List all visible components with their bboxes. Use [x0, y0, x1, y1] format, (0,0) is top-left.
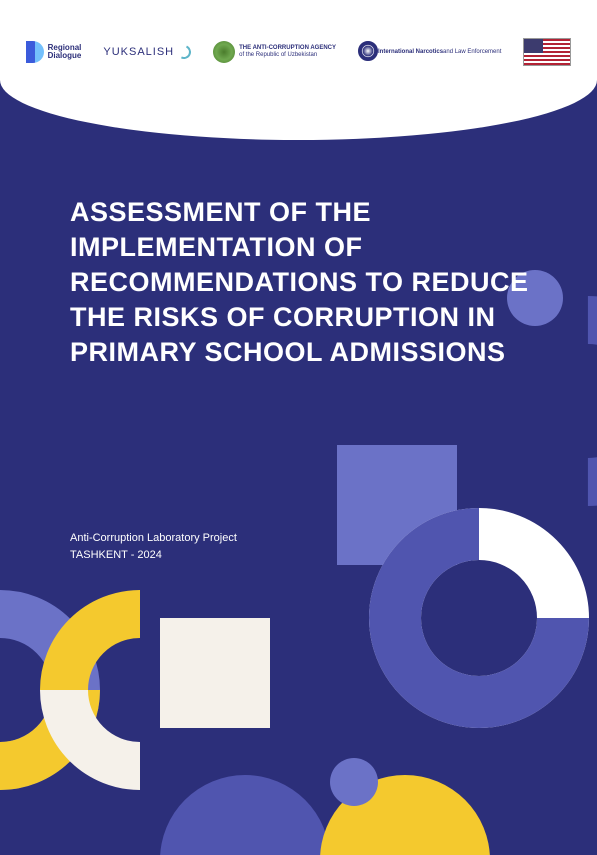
report-title: ASSESSMENT OF THE IMPLEMENTATION OF RECO… [70, 195, 540, 370]
rd-line2: Dialogue [48, 52, 82, 60]
report-cover: Regional Dialogue YUKSALISH THE ANTI-COR… [0, 0, 597, 855]
inl-seal-icon [358, 41, 378, 61]
logo-yuksalish: YUKSALISH [103, 45, 191, 59]
logo-inl: International Narcotics and Law Enforcem… [358, 41, 501, 63]
agency-line2: of the Republic of Uzbekistan [239, 52, 336, 59]
partner-logos-row: Regional Dialogue YUKSALISH THE ANTI-COR… [0, 38, 597, 66]
regional-dialogue-text: Regional Dialogue [48, 44, 82, 60]
agency-seal-icon [213, 41, 235, 63]
logo-anti-corruption-agency: THE ANTI-CORRUPTION AGENCY of the Republ… [213, 41, 336, 63]
us-flag-icon [523, 38, 571, 66]
yuksalish-swoosh-icon [175, 43, 193, 61]
agency-text: THE ANTI-CORRUPTION AGENCY of the Republ… [239, 45, 336, 58]
deco-circle-bottom [330, 758, 378, 806]
deco-semicircle-blue [160, 775, 330, 855]
yuksalish-text: YUKSALISH [103, 46, 174, 58]
subtitle-line2: TASHKENT - 2024 [70, 547, 237, 564]
logo-regional-dialogue: Regional Dialogue [26, 41, 82, 63]
report-subtitle: Anti-Corruption Laboratory Project TASHK… [70, 530, 237, 563]
deco-square-white [160, 618, 270, 728]
subtitle-line1: Anti-Corruption Laboratory Project [70, 530, 237, 547]
agency-line1: THE ANTI-CORRUPTION AGENCY [239, 45, 336, 52]
inl-line2: and Law Enforcement [443, 49, 501, 56]
header-arc [0, 0, 597, 140]
inl-line1: International Narcotics [378, 49, 443, 56]
regional-dialogue-icon [26, 41, 44, 63]
